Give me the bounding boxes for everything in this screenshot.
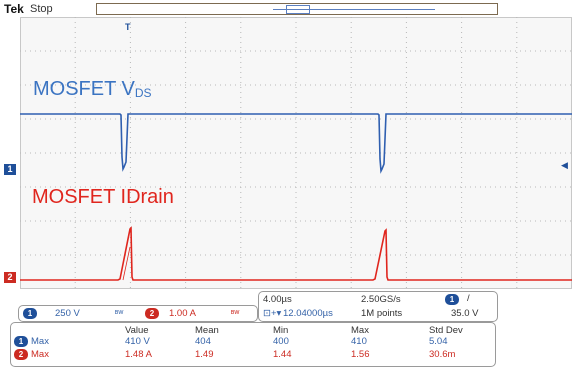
trigger-position-marker[interactable]: T	[125, 22, 131, 32]
ch2-scale[interactable]: 1.00 A	[169, 308, 196, 319]
meas-row1-value: 410 V	[125, 336, 150, 347]
meas-header-max: Max	[351, 325, 369, 336]
meas-header-value: Value	[125, 325, 149, 336]
waveform-display	[20, 17, 572, 289]
ch2-ramp-shadow	[122, 246, 131, 281]
record-window-indicator[interactable]	[286, 5, 310, 14]
meas-row1-min: 400	[273, 336, 289, 347]
horizontal-position[interactable]: 12.04000µs	[283, 308, 333, 319]
trigger-level-arrow[interactable]: ◀	[561, 160, 568, 170]
meas-row2-channel-badge[interactable]: 2	[14, 349, 28, 360]
meas-row1-max: 410	[351, 336, 367, 347]
meas-header-mean: Mean	[195, 325, 219, 336]
meas-row2-max: 1.56	[351, 349, 370, 360]
brand-logo: Tek	[4, 2, 24, 16]
trigger-source-badge[interactable]: 1	[445, 294, 459, 305]
ch2-badge[interactable]: 2	[145, 308, 159, 319]
meas-row2-name[interactable]: Max	[31, 349, 49, 360]
record-length[interactable]: 1M points	[361, 308, 403, 319]
meas-row2-value: 1.48 A	[125, 349, 152, 360]
channel-scale-panel: 1 250 V ᴮᵂ 2 1.00 A ᴮᵂ	[18, 305, 258, 322]
record-view-bar[interactable]	[96, 3, 498, 15]
sample-rate[interactable]: 2.50GS/s	[361, 294, 401, 305]
ch1-waveform	[20, 113, 572, 174]
ch1-ground-marker[interactable]: 1	[4, 164, 16, 175]
ch2-waveform	[20, 226, 572, 281]
meas-header-min: Min	[273, 325, 289, 336]
ch2-bw-limit-icon: ᴮᵂ	[231, 309, 240, 318]
meas-row2-std-dev: 30.6m	[429, 349, 456, 360]
time-per-div[interactable]: 4.00µs	[263, 294, 292, 305]
horizontal-trigger-panel: 4.00µs 2.50GS/s 1 / ⊡+▾ 12.04000µs 1M po…	[258, 291, 498, 322]
ch1-bw-limit-icon: ᴮᵂ	[115, 309, 124, 318]
position-icon: ⊡+▾	[263, 308, 282, 319]
meas-row1-std-dev: 5.04	[429, 336, 448, 347]
meas-row2-min: 1.44	[273, 349, 292, 360]
meas-row1-mean: 404	[195, 336, 211, 347]
ch2-ground-marker[interactable]: 2	[4, 272, 16, 283]
ch2-waveform-label: MOSFET IDrain	[32, 186, 174, 208]
meas-row1-name[interactable]: Max	[31, 336, 49, 347]
ch1-waveform-label: MOSFET VDS	[33, 78, 152, 100]
trigger-level[interactable]: 35.0 V	[451, 308, 479, 319]
meas-row2-mean: 1.49	[195, 349, 214, 360]
measurements-panel: Value Mean Min Max Std Dev 1 Max 410 V 4…	[10, 322, 496, 367]
ch1-scale[interactable]: 250 V	[55, 308, 80, 319]
status-bar: Tek Stop	[0, 0, 574, 18]
acquisition-state: Stop	[30, 3, 53, 15]
grid-lines	[20, 17, 572, 289]
meas-header-std-dev: Std Dev	[429, 325, 463, 336]
record-trace-line	[273, 9, 435, 10]
trigger-slope-icon: /	[467, 293, 470, 304]
meas-row1-channel-badge[interactable]: 1	[14, 336, 28, 347]
ch1-badge[interactable]: 1	[23, 308, 37, 319]
